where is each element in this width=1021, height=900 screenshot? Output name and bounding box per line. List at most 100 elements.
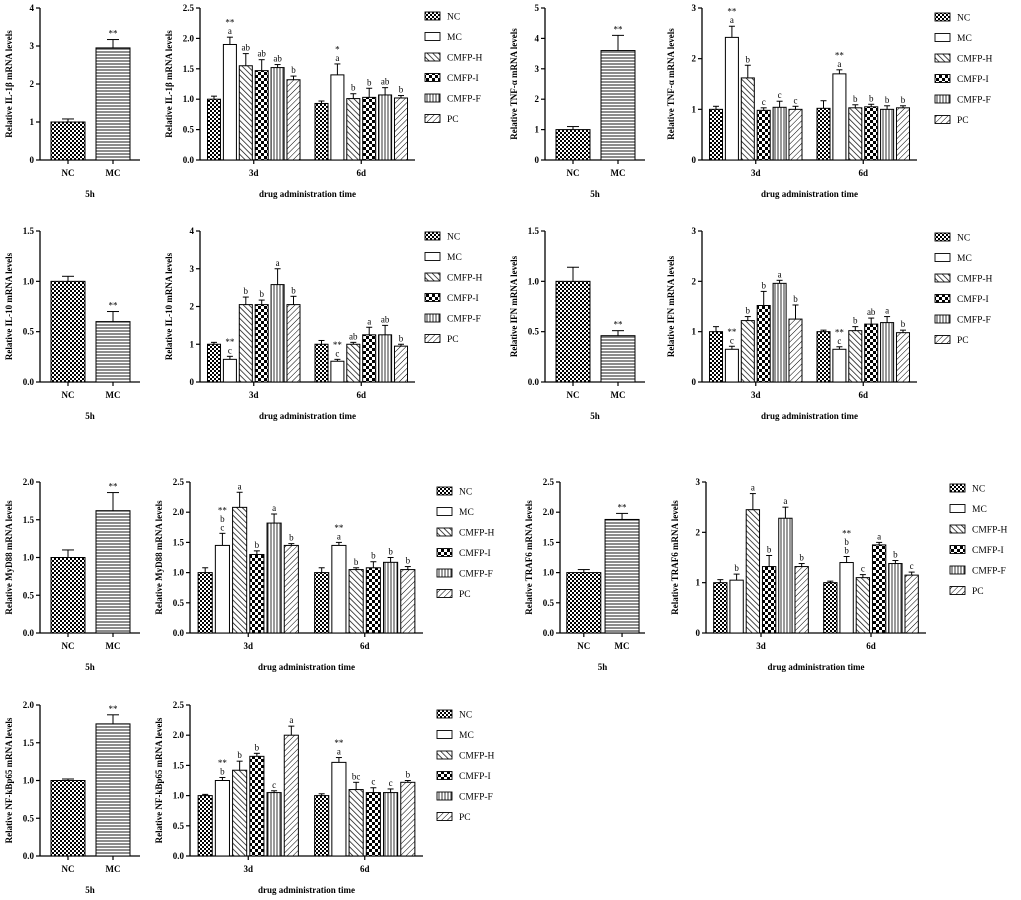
- legend-swatch-mc: [424, 32, 441, 41]
- legend-swatch-cmfp-f: [934, 314, 951, 324]
- legend-swatch-cmfp-f: [934, 94, 951, 104]
- bar-nc-3d: [708, 108, 724, 161]
- legend-label-cmfp-i: CMFP-I: [972, 546, 1004, 556]
- significance-label: b: [799, 553, 804, 563]
- bar-cmfp-f-6d: [383, 561, 399, 634]
- significance-label: b: [399, 333, 404, 343]
- legend-swatch-cmfp-f: [424, 93, 441, 103]
- significance-label: b: [354, 557, 359, 567]
- legend-label-pc: PC: [957, 116, 969, 126]
- legend-swatch-cmfp-h: [424, 52, 441, 62]
- bar-mc-6d: [330, 360, 345, 383]
- bar-cmfp-i-6d: [365, 567, 381, 634]
- bar-nc-3d: [206, 98, 222, 161]
- y-tick-label: 1.0: [528, 276, 540, 286]
- x-axis-title: 5h: [85, 411, 95, 421]
- y-axis-title: Relative NF-kBp65 mRNA levels: [154, 717, 164, 843]
- y-tick-label: 2: [190, 302, 195, 312]
- y-axis-title: Relative TNF-α mRNA levels: [666, 28, 676, 140]
- chart-ifn-5h: 0.0 0.5 1.0 1.5 Relative IFN mRNA levels NC MC…: [509, 226, 645, 421]
- x-tick-label: 3d: [249, 168, 259, 178]
- x-tick-label: 6d: [356, 390, 366, 400]
- bar-cmfp-h-3d: [745, 509, 761, 634]
- significance-label: a: [730, 15, 734, 25]
- significance-label: a: [276, 258, 280, 268]
- x-tick-label: MC: [106, 390, 121, 400]
- significance-label: b: [371, 551, 376, 561]
- bar-cmfp-i-3d: [249, 755, 265, 857]
- legend-swatch-pc: [436, 812, 453, 821]
- legend-label-cmfp-f: CMFP-F: [447, 95, 481, 105]
- x-tick-label: 3d: [751, 168, 761, 178]
- legend-swatch-cmfp-f: [436, 568, 453, 578]
- significance-label: **: [727, 327, 737, 337]
- bar-cmfp-i-3d: [761, 566, 777, 634]
- legend-label-cmfp-h: CMFP-H: [447, 54, 483, 64]
- bar-mc-3d: [724, 348, 739, 383]
- y-axis-title: Relative TRAF6 mRNA levels: [524, 500, 534, 615]
- x-axis-title: drug administration time: [259, 189, 356, 199]
- bar-cmfp-i-6d: [871, 544, 887, 634]
- y-tick-label: 0.0: [23, 628, 35, 638]
- legend-swatch-nc: [436, 709, 453, 719]
- legend-swatch-mc: [934, 253, 951, 262]
- bar-mc-6d: [330, 74, 345, 161]
- significance-label: a: [272, 503, 276, 513]
- y-tick-label: 1.5: [543, 537, 555, 547]
- y-tick-label: 0: [30, 155, 35, 165]
- legend-label-pc: PC: [459, 590, 471, 600]
- bar-mc-3d: [222, 43, 237, 161]
- y-tick-label: 0: [190, 377, 195, 387]
- significance-label: a: [337, 747, 341, 757]
- y-tick-label: 1.5: [173, 537, 185, 547]
- significance-label: b: [351, 83, 356, 93]
- y-tick-label: 1: [535, 125, 540, 135]
- legend-swatch-pc: [436, 589, 453, 598]
- legend-label-mc: MC: [447, 253, 462, 263]
- x-axis-title: drug administration time: [258, 885, 355, 895]
- y-tick-label: 1: [190, 339, 195, 349]
- legend-3: NC MC CMFP-H CMFP-I CMFP-F PC: [934, 232, 993, 346]
- legend-label-cmfp-i: CMFP-I: [447, 74, 479, 84]
- significance-label: a: [335, 53, 339, 63]
- y-tick-label: 0.0: [23, 377, 35, 387]
- significance-label: **: [614, 320, 624, 330]
- x-axis-title: drug administration time: [767, 662, 864, 672]
- bar-cmfp-f-3d: [266, 522, 282, 634]
- legend-swatch-cmfp-i: [934, 74, 951, 83]
- y-tick-label: 3: [535, 64, 540, 74]
- significance-label: **: [109, 482, 119, 492]
- y-tick-label: 1.0: [23, 276, 35, 286]
- significance-label: **: [835, 50, 845, 60]
- legend-swatch-pc: [424, 334, 441, 343]
- bar-mc-6d: [331, 544, 347, 634]
- legend-swatch-cmfp-h: [424, 272, 441, 282]
- x-tick-label: 6d: [858, 168, 868, 178]
- y-tick-label: 2: [696, 527, 701, 537]
- chart-il1b-5h: 0 1 2 3 4 Relative IL-1β mRNA levels NC MC ** 5h: [4, 3, 140, 199]
- y-tick-label: 1: [30, 117, 35, 127]
- y-tick-label: 1: [696, 578, 701, 588]
- significance-label: b: [237, 750, 242, 760]
- y-tick-label: 0.5: [23, 327, 35, 337]
- y-tick-label: 1.0: [23, 553, 35, 563]
- legend-label-nc: NC: [447, 233, 460, 243]
- bar-nc-6d: [816, 107, 831, 161]
- chart-traf6-5h: 0.0 0.5 1.0 1.5 2.0 2.5 Relative TRAF6 mRNA le…: [524, 477, 645, 672]
- bar-nc-3d: [708, 331, 724, 383]
- x-axis-title: 5h: [85, 662, 95, 672]
- legend-label-cmfp-i: CMFP-I: [447, 294, 479, 304]
- significance-label: ab: [273, 54, 282, 64]
- y-tick-label: 0: [692, 377, 697, 387]
- legend-swatch-cmfp-i: [424, 293, 441, 302]
- legend-label-nc: NC: [972, 485, 985, 495]
- significance-label: a: [783, 496, 787, 506]
- bar-cmfp-f-6d: [378, 334, 393, 383]
- bar-mc: [95, 321, 131, 383]
- y-tick-label: 2: [692, 276, 697, 286]
- significance-label: b: [255, 540, 260, 550]
- y-axis-title: Relative IL-1β mRNA levels: [164, 30, 174, 138]
- legend-0: NC MC CMFP-H CMFP-I CMFP-F PC: [424, 11, 483, 125]
- legend-label-pc: PC: [972, 587, 984, 597]
